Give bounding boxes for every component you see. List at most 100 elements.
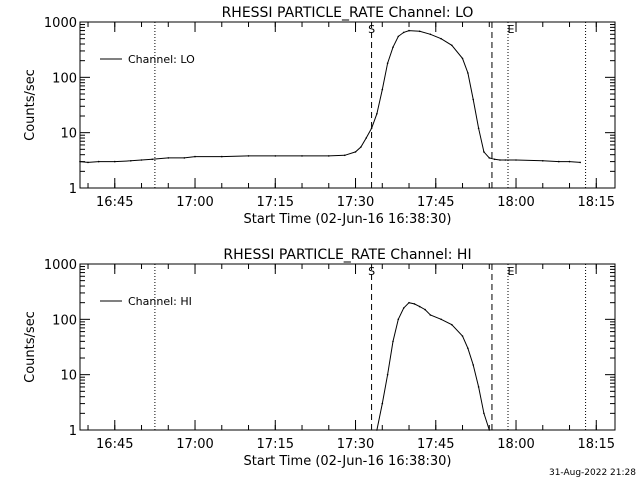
x-tick-label: 17:00 [176, 437, 213, 452]
y-tick-label: 1 [69, 182, 77, 197]
data-point [408, 29, 410, 32]
x-tick-label: 17:15 [257, 195, 294, 210]
y-tick-label: 10 [60, 127, 77, 142]
data-point [418, 305, 421, 308]
data-point [408, 301, 410, 304]
data-point [397, 35, 400, 38]
data-point [183, 157, 186, 159]
x-tick-label: 16:45 [96, 437, 133, 452]
data-point [360, 146, 362, 148]
data-point [451, 44, 453, 47]
panel-hi: RHESSI PARTICLE_RATE Channel: HI Start Ti… [23, 247, 616, 469]
data-point [424, 308, 426, 311]
y-axis-label: Counts/sec [23, 69, 38, 141]
data-point [151, 158, 153, 161]
data-point [499, 159, 501, 161]
data-point [386, 373, 389, 376]
plot-frame [79, 263, 616, 431]
data-point [365, 137, 368, 139]
data-point [461, 57, 464, 60]
data-point [483, 412, 485, 415]
data-point [440, 37, 442, 40]
data-point [402, 31, 405, 34]
marker-label: E [508, 23, 515, 36]
data-point [392, 340, 394, 343]
x-tick-label: 18:15 [578, 437, 615, 452]
data-point [274, 155, 277, 157]
series-line [376, 302, 490, 431]
x-tick-label: 17:45 [417, 437, 454, 452]
y-tick-label: 100 [52, 313, 77, 328]
marker-label: S [368, 265, 375, 278]
data-point [370, 127, 373, 130]
legend-entry: Channel: HI [128, 295, 192, 308]
x-tick-label: 18:00 [497, 437, 534, 452]
data-point [429, 314, 432, 316]
footer-timestamp: 31-Aug-2022 21:28 [549, 468, 636, 478]
x-axis-label: Start Time (02-Jun-16 16:38:30) [244, 212, 452, 227]
data-point [461, 335, 464, 337]
y-tick-label: 1 [69, 424, 77, 439]
data-point [467, 72, 469, 74]
data-point [542, 160, 544, 162]
data-point [354, 151, 357, 153]
data-point [429, 33, 432, 36]
data-point [344, 154, 346, 157]
legend-entry: Channel: LO [128, 53, 195, 66]
x-tick-label: 17:15 [257, 437, 294, 452]
x-tick-label: 16:45 [96, 195, 133, 210]
data-point [477, 386, 480, 388]
data-point [451, 323, 453, 326]
x-tick-label: 17:30 [337, 437, 374, 452]
data-point [418, 30, 421, 33]
x-axis-label: Start Time (02-Jun-16 16:38:30) [244, 454, 452, 469]
data-point [579, 161, 581, 164]
data-point [488, 429, 491, 431]
data-point [568, 160, 571, 163]
data-point [472, 364, 475, 366]
data-point [247, 155, 250, 157]
data-point [140, 159, 143, 161]
plot-frame [79, 21, 616, 189]
data-point [397, 318, 400, 321]
chart-title: RHESSI PARTICLE_RATE Channel: LO [222, 5, 474, 21]
y-tick-label: 100 [52, 71, 77, 86]
x-tick-label: 17:00 [176, 195, 213, 210]
marker-label: S [368, 23, 375, 36]
y-tick-label: 10 [60, 369, 77, 384]
data-point [488, 157, 491, 159]
data-point [381, 88, 384, 91]
data-point [79, 160, 81, 163]
data-point [493, 158, 496, 161]
y-tick-label: 1000 [44, 16, 77, 31]
data-point [483, 151, 485, 153]
x-tick-label: 17:30 [337, 195, 374, 210]
data-point [97, 160, 100, 163]
chart-title: RHESSI PARTICLE_RATE Channel: HI [223, 247, 471, 263]
data-point [376, 429, 378, 431]
data-point [392, 46, 394, 48]
x-tick-label: 18:15 [578, 195, 615, 210]
data-point [386, 62, 389, 64]
data-point [477, 127, 480, 130]
data-point [87, 161, 89, 164]
data-point [130, 160, 132, 162]
data-point [440, 318, 442, 321]
data-point [221, 155, 223, 158]
data-point [472, 98, 475, 101]
data-point [558, 160, 560, 163]
x-tick-label: 17:45 [417, 195, 454, 210]
panel-lo: RHESSI PARTICLE_RATE Channel: LO Start Ti… [23, 5, 616, 227]
y-tick-label: 1000 [44, 258, 77, 273]
data-point [402, 307, 405, 309]
data-point [114, 160, 116, 163]
data-point [376, 112, 378, 115]
data-point [301, 155, 303, 157]
marker-label: E [508, 265, 515, 278]
x-tick-label: 18:00 [497, 195, 534, 210]
data-point [413, 303, 416, 305]
data-point [467, 347, 469, 350]
data-point [194, 155, 196, 158]
y-axis-label: Counts/sec [23, 311, 38, 383]
